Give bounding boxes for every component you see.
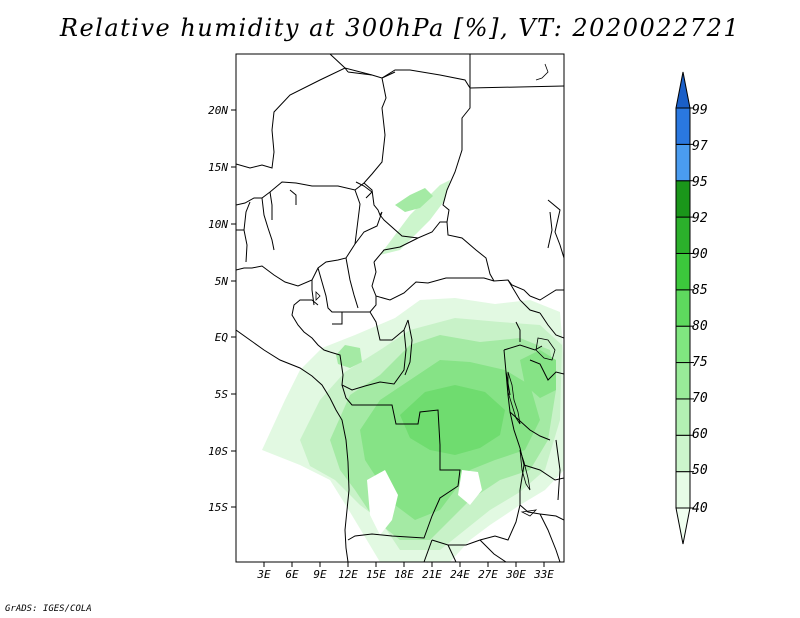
lat-label: 5S xyxy=(215,388,229,401)
colorbar-segment xyxy=(675,252,691,291)
lat-label: 10N xyxy=(208,218,228,231)
colorbar: 99 97 95 92 90 85 80 75 70 60 50 40 xyxy=(675,71,708,545)
colorbar-label: 75 xyxy=(692,355,708,370)
colorbar-ticks xyxy=(690,107,694,509)
chart-title: Relative humidity at 300hPa [%], VT: 202… xyxy=(59,14,741,42)
colorbar-label: 99 xyxy=(692,103,708,118)
colorbar-segment xyxy=(675,507,691,545)
colorbar-segment xyxy=(675,325,691,364)
lon-label: 33E xyxy=(533,568,554,581)
colorbar-segment xyxy=(675,434,691,473)
grads-credit: GrADS: IGES/COLA xyxy=(5,604,92,614)
lon-label: 30E xyxy=(505,568,526,581)
lat-label: 15S xyxy=(208,501,228,514)
latitude-labels: 20N 15N 10N 5N EQ 5S 10S 15S xyxy=(208,104,228,514)
lon-label: 27E xyxy=(478,568,498,581)
colorbar-segment xyxy=(675,180,691,218)
colorbar-label: 95 xyxy=(692,175,708,190)
colorbar-segment xyxy=(675,289,691,327)
lat-label: 15N xyxy=(208,161,228,174)
lat-label: 20N xyxy=(208,104,228,117)
humidity-field xyxy=(262,180,564,562)
lat-label: 10S xyxy=(208,445,228,458)
lon-label: 24E xyxy=(450,568,470,581)
colorbar-segment xyxy=(675,143,691,182)
lon-label: 3E xyxy=(256,568,271,581)
colorbar-label: 90 xyxy=(692,247,708,262)
colorbar-label: 60 xyxy=(692,427,708,442)
colorbar-segment xyxy=(675,362,691,400)
colorbar-segment xyxy=(675,398,691,436)
colorbar-label: 70 xyxy=(692,391,708,406)
colorbar-label: 40 xyxy=(692,501,708,516)
map-frame xyxy=(235,53,565,563)
lon-label: 6E xyxy=(285,568,299,581)
colorbar-segment xyxy=(675,71,691,109)
colorbar-segment xyxy=(675,107,691,145)
lakes xyxy=(315,63,556,517)
axis-ticks xyxy=(231,109,545,567)
lon-label: 9E xyxy=(313,568,327,581)
lon-label: 12E xyxy=(338,568,358,581)
longitude-labels: 3E 6E 9E 12E 15E 18E 21E 24E 27E 30E 33E xyxy=(256,568,554,581)
colorbar-label: 80 xyxy=(692,319,708,334)
colorbar-segments xyxy=(675,71,691,545)
lon-label: 18E xyxy=(394,568,414,581)
colorbar-segment xyxy=(675,216,691,254)
colorbar-label: 92 xyxy=(692,211,708,226)
lon-label: 21E xyxy=(422,568,442,581)
colorbar-label: 85 xyxy=(692,283,708,298)
country-borders xyxy=(236,54,564,562)
lon-label: 15E xyxy=(366,568,386,581)
colorbar-label: 50 xyxy=(692,463,708,478)
colorbar-label: 97 xyxy=(692,139,708,154)
colorbar-segment xyxy=(675,471,691,509)
lat-label: EQ xyxy=(215,331,229,344)
lat-label: 5N xyxy=(215,275,229,288)
